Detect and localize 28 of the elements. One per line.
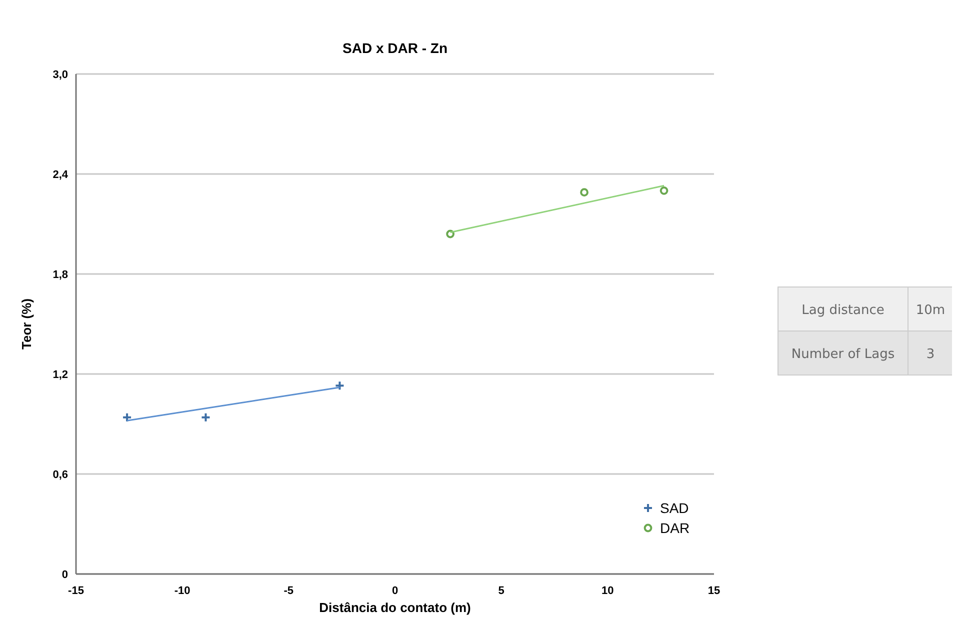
x-tick-label: 10 [602, 585, 614, 597]
y-tick-label: 2,4 [52, 169, 69, 181]
x-tick-label: -5 [284, 585, 294, 597]
text: 3 [926, 347, 935, 362]
y-axis-title: Teor (%) [19, 298, 34, 350]
y-tick-label: 1,2 [52, 369, 68, 381]
chart-title: SAD x DAR - Zn [342, 40, 448, 56]
y-tick-label: 3,0 [52, 69, 68, 81]
point [580, 188, 588, 197]
point [200, 412, 211, 422]
y-tick-label: 0,6 [52, 469, 68, 481]
x-tick-label: 5 [498, 585, 504, 597]
x-tick-label: -10 [174, 585, 190, 597]
y-tick-label: 0 [62, 569, 68, 581]
y-tick-label: 1,8 [52, 269, 68, 281]
x-tick-label: 0 [392, 585, 398, 597]
point [660, 186, 668, 195]
text: 10m [916, 303, 946, 318]
text: Number of Lags [791, 347, 895, 362]
x-axis-title: Distância do contato (m) [319, 600, 471, 615]
point [446, 230, 454, 238]
x-tick-label: 15 [708, 585, 720, 597]
text: Lag distance [802, 303, 884, 318]
point [122, 412, 132, 422]
x-tick-label: -15 [68, 585, 84, 597]
legend-label: SAD [660, 500, 689, 516]
point [334, 380, 345, 391]
legend-label: DAR [660, 520, 690, 536]
